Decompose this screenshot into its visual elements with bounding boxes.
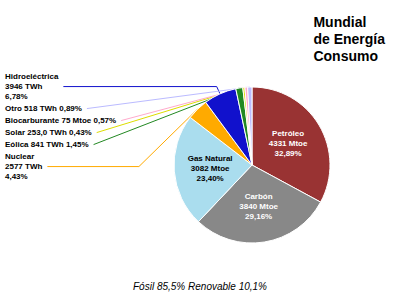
svg-text:32,89%: 32,89% bbox=[275, 149, 302, 158]
svg-text:3946 TWh: 3946 TWh bbox=[5, 82, 42, 91]
svg-text:Biocarburante 75 Mtoe 0,57%: Biocarburante 75 Mtoe 0,57% bbox=[5, 116, 116, 125]
svg-text:3082 Mtoe: 3082 Mtoe bbox=[191, 164, 230, 173]
svg-text:23,40%: 23,40% bbox=[197, 174, 224, 183]
svg-text:Fósil 85,5% Renovable 10,1%: Fósil 85,5% Renovable 10,1% bbox=[133, 281, 267, 292]
svg-text:Eólica 841 TWh 1,45%: Eólica 841 TWh 1,45% bbox=[5, 140, 89, 149]
svg-text:4,43%: 4,43% bbox=[5, 172, 28, 181]
svg-text:3840 Mtoe: 3840 Mtoe bbox=[239, 202, 278, 211]
svg-text:Gas Natural: Gas Natural bbox=[188, 154, 233, 163]
svg-text:2577 TWh: 2577 TWh bbox=[5, 162, 42, 171]
svg-text:Hidroeléctrica: Hidroeléctrica bbox=[5, 72, 59, 81]
svg-text:Mundial: Mundial bbox=[313, 14, 366, 30]
svg-text:Solar 253,0 TWh 0,43%: Solar 253,0 TWh 0,43% bbox=[5, 128, 92, 137]
svg-text:29,16%: 29,16% bbox=[245, 212, 272, 221]
svg-text:Nuclear: Nuclear bbox=[5, 152, 34, 161]
svg-text:de Energía: de Energía bbox=[313, 31, 385, 47]
svg-text:4331 Mtoe: 4331 Mtoe bbox=[269, 139, 308, 148]
svg-text:Petróleo: Petróleo bbox=[272, 129, 304, 138]
svg-text:Carbón: Carbón bbox=[245, 192, 273, 201]
svg-text:Consumo: Consumo bbox=[313, 48, 378, 64]
svg-text:6,78%: 6,78% bbox=[5, 92, 28, 101]
svg-text:Otro 518 TWh 0,89%: Otro 518 TWh 0,89% bbox=[5, 104, 82, 113]
